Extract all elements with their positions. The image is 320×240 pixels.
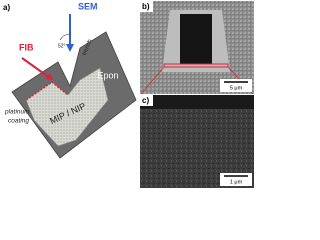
scale-label: 5 μm: [230, 85, 243, 91]
fib-arrow: [21, 57, 51, 79]
angle-arc: [59, 33, 71, 41]
panel-c: 1 μm c): [140, 95, 254, 188]
top-layer: [140, 95, 254, 109]
panel-label: a): [3, 3, 10, 12]
figure: a) SEM FIB 52° trench platinum coating M…: [3, 1, 254, 188]
sem-image: [140, 95, 254, 188]
sem-arrow-head: [66, 44, 74, 52]
fib-label: FIB: [19, 42, 34, 52]
fib-arrow-head: [46, 73, 53, 80]
angle-label: 52°: [58, 43, 66, 49]
label-box: [140, 95, 153, 106]
trench-cut: [57, 47, 81, 88]
panel-a: a) SEM FIB 52° trench platinum coating M…: [3, 1, 137, 159]
zoom-line: [140, 66, 165, 95]
panel-label: b): [142, 2, 150, 11]
trench-label: trench: [82, 39, 94, 57]
coating: [25, 81, 69, 101]
panel-b: 5 μm b): [140, 1, 254, 95]
label-box: [140, 1, 153, 12]
epon-label: Epon: [97, 70, 118, 80]
panel-label: c): [142, 96, 149, 105]
mip-region: [25, 67, 109, 147]
roi: [163, 63, 229, 68]
scale-label: 1 μm: [230, 179, 243, 185]
coating-label: coating: [8, 118, 29, 125]
coating-label: platinum: [4, 109, 30, 116]
trench: [180, 14, 212, 64]
sem-label: SEM: [78, 1, 98, 11]
